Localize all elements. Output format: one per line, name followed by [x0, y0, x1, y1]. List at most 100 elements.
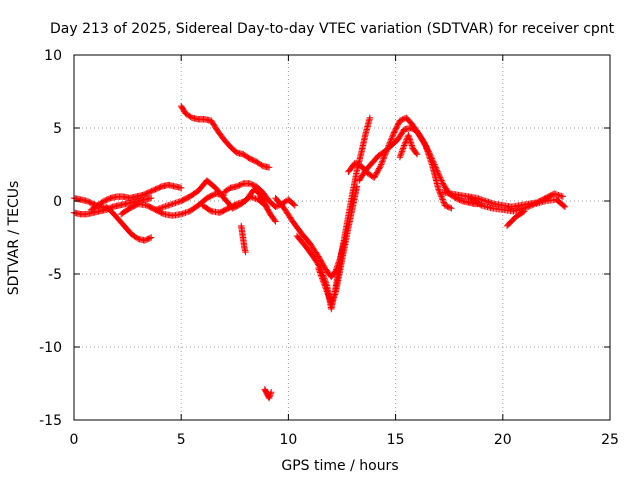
- data-point: [324, 289, 331, 297]
- data-point: [378, 159, 385, 167]
- data-point: [328, 300, 335, 307]
- data-point: [331, 292, 338, 300]
- data-point: [525, 203, 532, 210]
- data-point: [232, 201, 239, 208]
- y-axis-label: SDTVAR / TECUs: [6, 181, 22, 296]
- data-point: [206, 207, 214, 214]
- data-point: [316, 267, 323, 275]
- data-point: [317, 272, 325, 279]
- x-tick-label: 20: [494, 432, 512, 448]
- axis-ticks: 0 5 10 15 20 25 -15 -10 -5 0 5 10: [39, 48, 619, 448]
- data-point: [400, 143, 407, 151]
- data-point: [318, 275, 326, 282]
- data-point: [271, 217, 278, 224]
- data-point: [426, 149, 433, 157]
- data-point: [560, 202, 568, 210]
- data-point: [397, 152, 404, 159]
- data-point: [389, 133, 396, 140]
- plot-frame: [73, 54, 611, 421]
- data-point: [438, 194, 446, 202]
- data-point: [559, 193, 567, 200]
- data-point: [147, 194, 155, 202]
- data-point: [435, 186, 442, 193]
- chart-title: Day 213 of 2025, Sidereal Day-to-day VTE…: [50, 21, 615, 37]
- x-axis-label: GPS time / hours: [281, 458, 398, 474]
- data-point: [527, 202, 535, 209]
- data-point: [325, 292, 332, 300]
- data-point: [399, 145, 407, 152]
- data-point: [427, 152, 434, 159]
- data-point: [272, 218, 279, 225]
- data-point: [426, 151, 434, 158]
- data-point: [438, 177, 445, 184]
- data-point: [529, 201, 536, 209]
- data-point: [431, 162, 439, 170]
- x-tick-label: 0: [70, 432, 79, 448]
- data-point: [329, 297, 336, 304]
- data-point: [439, 197, 447, 205]
- data-point: [439, 196, 446, 203]
- y-tick-label: -5: [48, 267, 62, 283]
- data-point: [321, 281, 328, 288]
- data-point: [330, 294, 337, 301]
- data-point: [266, 393, 273, 400]
- data-point: [377, 162, 384, 170]
- data-point: [429, 158, 437, 165]
- y-tick-label: -15: [39, 413, 62, 429]
- data-point: [446, 204, 454, 211]
- data-point: [435, 187, 443, 194]
- data-point: [433, 167, 441, 174]
- y-tick-label: 0: [53, 194, 62, 210]
- y-tick-label: -10: [39, 340, 62, 356]
- data-point: [523, 204, 531, 211]
- data-point: [437, 175, 445, 183]
- data-point: [427, 154, 435, 161]
- data-point: [324, 291, 332, 298]
- data-point: [267, 390, 274, 397]
- data-point: [436, 174, 444, 181]
- x-tick-label: 15: [387, 432, 405, 448]
- data-point: [396, 154, 404, 161]
- data-point: [147, 234, 155, 241]
- data-point: [377, 161, 385, 168]
- data-point: [331, 291, 339, 298]
- data-point: [435, 170, 442, 177]
- data-point: [266, 391, 274, 399]
- data-point: [476, 201, 484, 208]
- data-point: [561, 203, 569, 211]
- data-point: [268, 389, 275, 396]
- x-tick-label: 10: [279, 432, 297, 448]
- data-point: [242, 248, 249, 256]
- data-point: [448, 205, 455, 212]
- data-point: [291, 202, 299, 209]
- data-point: [413, 151, 421, 158]
- data-point: [353, 183, 361, 190]
- data-point: [366, 114, 374, 121]
- data-point: [380, 154, 388, 161]
- x-tick-label: 5: [177, 432, 186, 448]
- data-point: [436, 172, 443, 180]
- data-point: [321, 282, 329, 289]
- data-point: [401, 140, 408, 148]
- y-tick-label: 5: [53, 121, 62, 137]
- data-point: [530, 201, 537, 208]
- data-point: [434, 168, 441, 175]
- data-point: [440, 199, 447, 206]
- data-point: [431, 161, 438, 168]
- data-point: [319, 276, 326, 284]
- data-point: [387, 136, 395, 143]
- data-point: [432, 164, 439, 171]
- data-point: [315, 264, 322, 272]
- data-point: [379, 156, 387, 164]
- data-point: [380, 155, 387, 162]
- data-point: [322, 285, 330, 292]
- data-point: [399, 146, 406, 154]
- x-tick-label: 25: [601, 432, 619, 448]
- data-point: [398, 148, 406, 155]
- data-point: [290, 201, 297, 208]
- data-point: [388, 135, 395, 142]
- data-point: [519, 208, 527, 216]
- data-point: [429, 156, 436, 164]
- data-point: [318, 273, 325, 281]
